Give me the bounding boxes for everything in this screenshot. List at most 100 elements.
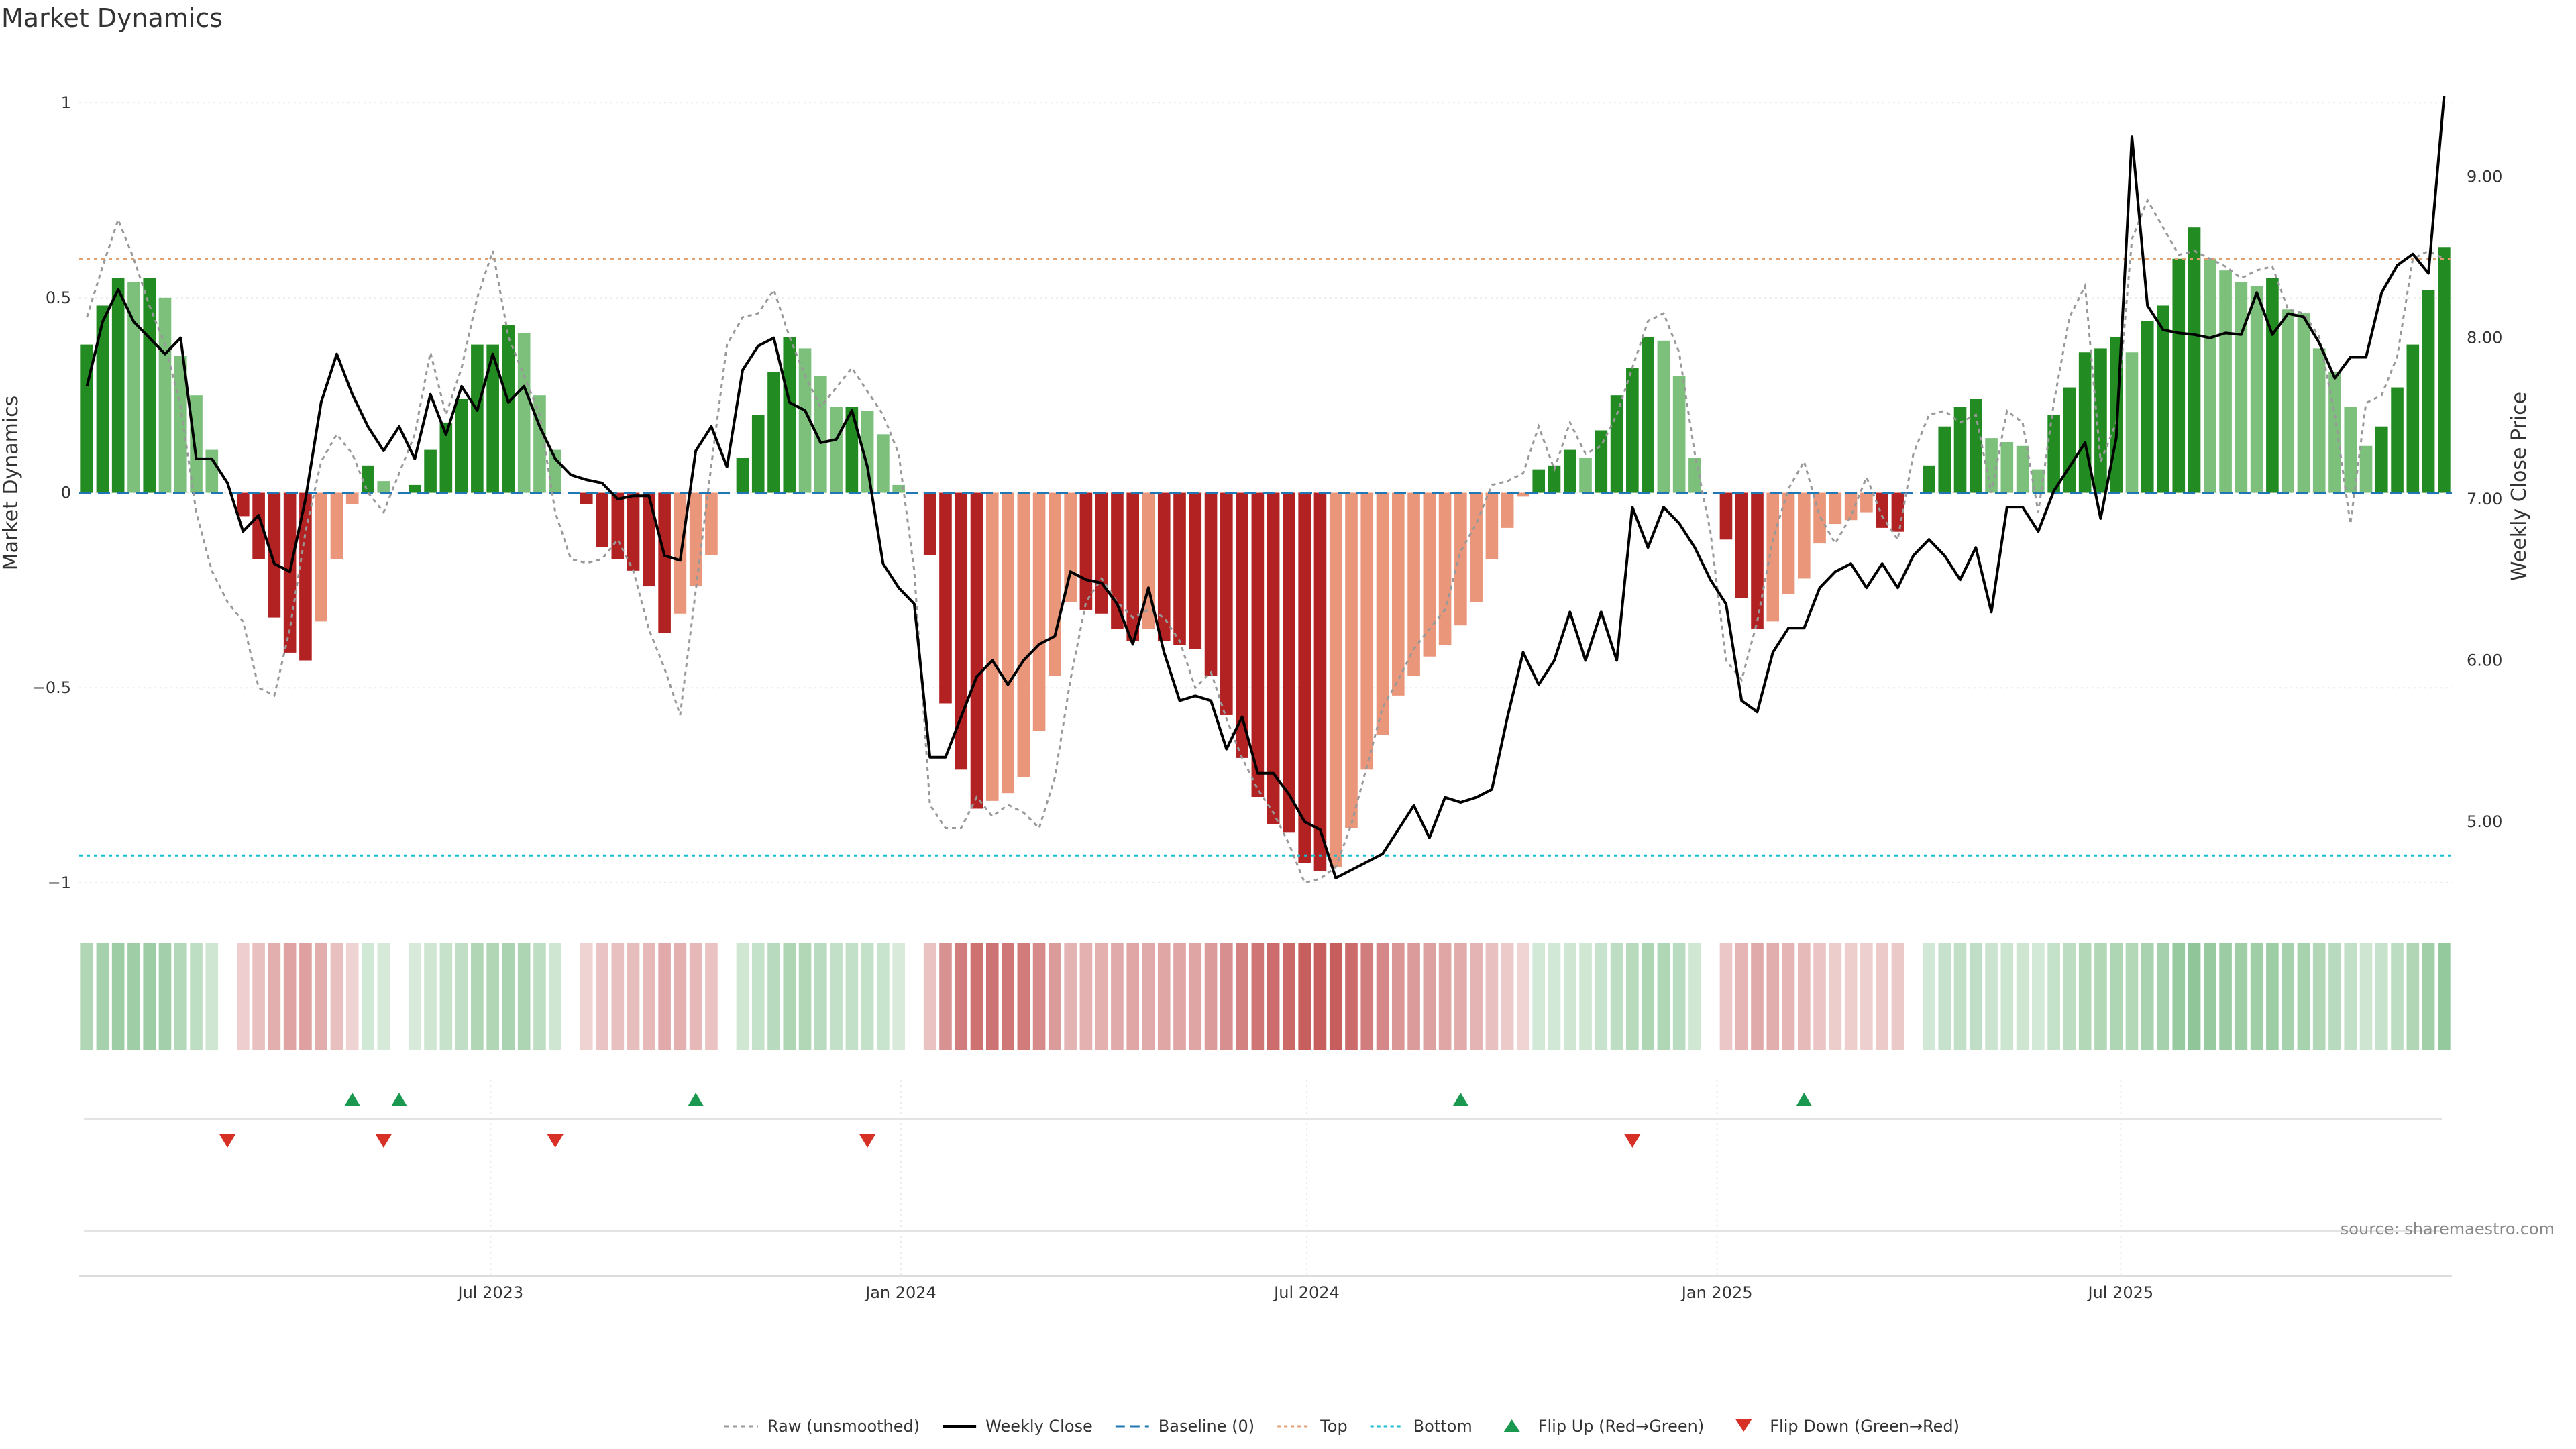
dynamics-bar bbox=[471, 344, 484, 493]
heat-cell bbox=[1844, 943, 1858, 1050]
dynamics-bar bbox=[2312, 348, 2326, 493]
dynamics-bar bbox=[1049, 492, 1061, 676]
dynamics-bar bbox=[955, 492, 968, 770]
dynamics-bar bbox=[1532, 469, 1546, 493]
x-tick-label: Jul 2024 bbox=[1273, 1283, 1340, 1302]
dynamics-bar bbox=[643, 492, 655, 587]
legend-label: Bottom bbox=[1413, 1417, 1472, 1436]
heat-cell bbox=[283, 943, 297, 1050]
heat-cell bbox=[1797, 943, 1811, 1050]
dynamics-bar bbox=[1267, 492, 1280, 824]
dynamics-bar bbox=[1672, 376, 1686, 493]
heat-cell bbox=[767, 943, 780, 1050]
y-right-tick-label: 8.00 bbox=[2467, 329, 2502, 347]
dynamics-bar bbox=[2047, 415, 2060, 493]
dynamics-bar bbox=[1360, 492, 1374, 770]
dynamics-bar bbox=[1220, 492, 1233, 715]
heat-cell bbox=[1626, 943, 1639, 1050]
dynamics-bar bbox=[751, 415, 765, 493]
dynamics-bar bbox=[798, 348, 812, 493]
heat-cell bbox=[2297, 943, 2310, 1050]
dynamics-bar bbox=[1969, 399, 1982, 493]
heat-cell bbox=[2141, 943, 2154, 1050]
heat-cell bbox=[127, 943, 140, 1050]
flip-markers-panel bbox=[84, 1080, 2442, 1275]
dynamics-bar bbox=[486, 344, 499, 493]
dynamics-bar bbox=[517, 333, 531, 493]
dynamics-bar bbox=[736, 458, 749, 493]
heat-cell bbox=[2110, 943, 2123, 1050]
dynamics-bar bbox=[205, 449, 219, 493]
dynamics-bar bbox=[2078, 352, 2092, 493]
heat-cell bbox=[1049, 943, 1061, 1050]
flip-up-marker bbox=[391, 1093, 408, 1106]
x-axis: Jul 2023 Jan 2024 Jul 2024 Jan 2025 Jul 2025 bbox=[79, 1275, 2452, 1302]
heat-cell bbox=[2359, 943, 2373, 1050]
heat-cell bbox=[299, 943, 312, 1050]
dynamics-bar bbox=[814, 376, 827, 493]
dynamics-bar bbox=[96, 305, 109, 493]
heat-cell bbox=[1642, 943, 1654, 1050]
heat-cell bbox=[362, 943, 374, 1050]
dynamics-bar bbox=[2438, 247, 2451, 493]
heat-cell bbox=[330, 943, 343, 1050]
heat-cell bbox=[143, 943, 156, 1050]
dynamics-bar bbox=[2141, 321, 2154, 493]
heat-cell bbox=[424, 943, 437, 1050]
dynamics-bar bbox=[1173, 492, 1186, 645]
heat-cell bbox=[2219, 943, 2232, 1050]
legend-label: Flip Up (Red→Green) bbox=[1538, 1417, 1705, 1436]
heat-cell bbox=[377, 943, 390, 1050]
heat-cell bbox=[517, 943, 531, 1050]
heat-cell bbox=[2282, 943, 2294, 1050]
dynamics-bar bbox=[2063, 387, 2076, 493]
dynamics-bar bbox=[1298, 492, 1311, 863]
heat-cell bbox=[674, 943, 687, 1050]
dynamics-bar bbox=[1079, 492, 1093, 610]
heat-cell bbox=[1985, 943, 1998, 1050]
heat-cell bbox=[1532, 943, 1546, 1050]
x-tick-label: Jul 2025 bbox=[2087, 1283, 2154, 1302]
dynamics-bar bbox=[1391, 492, 1405, 696]
flip-up-marker bbox=[688, 1093, 704, 1106]
dynamics-bar bbox=[2297, 313, 2310, 493]
dynamics-bar bbox=[2188, 227, 2201, 493]
dynamics-bar bbox=[1797, 492, 1811, 579]
flip-down-marker bbox=[547, 1134, 564, 1148]
heat-cell bbox=[1813, 943, 1826, 1050]
dynamics-bar bbox=[705, 492, 718, 555]
dynamics-bar bbox=[1860, 492, 1873, 513]
heat-cell bbox=[2172, 943, 2186, 1050]
legend-item-baseline: Baseline (0) bbox=[1115, 1417, 1254, 1436]
dynamics-bar bbox=[939, 492, 952, 704]
x-tick-label: Jan 2025 bbox=[1680, 1283, 1753, 1302]
dynamics-bar bbox=[1735, 492, 1748, 598]
heat-cell bbox=[2188, 943, 2201, 1050]
heat-cell bbox=[2204, 943, 2216, 1050]
dynamics-bar bbox=[1376, 492, 1389, 735]
dynamics-bar bbox=[1407, 492, 1420, 676]
heat-cell bbox=[1032, 943, 1046, 1050]
legend-item-flip_up: Flip Up (Red→Green) bbox=[1503, 1417, 1705, 1436]
heat-cell bbox=[1298, 943, 1311, 1050]
legend-item-top: Top bbox=[1277, 1417, 1348, 1436]
dynamics-bar bbox=[2391, 387, 2404, 493]
y-left-tick-label: 0 bbox=[61, 484, 71, 502]
heat-cell bbox=[798, 943, 812, 1050]
flip-up-marker bbox=[1452, 1093, 1469, 1106]
y-left-tick-label: −1 bbox=[48, 873, 71, 892]
heat-cell bbox=[205, 943, 219, 1050]
dynamics-bar bbox=[2344, 407, 2357, 493]
dynamics-bar bbox=[2359, 445, 2373, 493]
raw-line bbox=[86, 198, 2445, 884]
dynamics-bar bbox=[2172, 258, 2186, 493]
dynamics-bar bbox=[1579, 458, 1592, 493]
legend-label: Raw (unsmoothed) bbox=[767, 1417, 920, 1436]
heat-cell bbox=[1829, 943, 1842, 1050]
heat-cell bbox=[1423, 943, 1436, 1050]
dynamics-bar bbox=[127, 282, 140, 493]
legend-item-flip_down: Flip Down (Green→Red) bbox=[1735, 1417, 1960, 1436]
heat-cell bbox=[1876, 943, 1888, 1050]
dynamics-bar bbox=[845, 407, 859, 493]
dynamics-bar bbox=[424, 449, 437, 493]
